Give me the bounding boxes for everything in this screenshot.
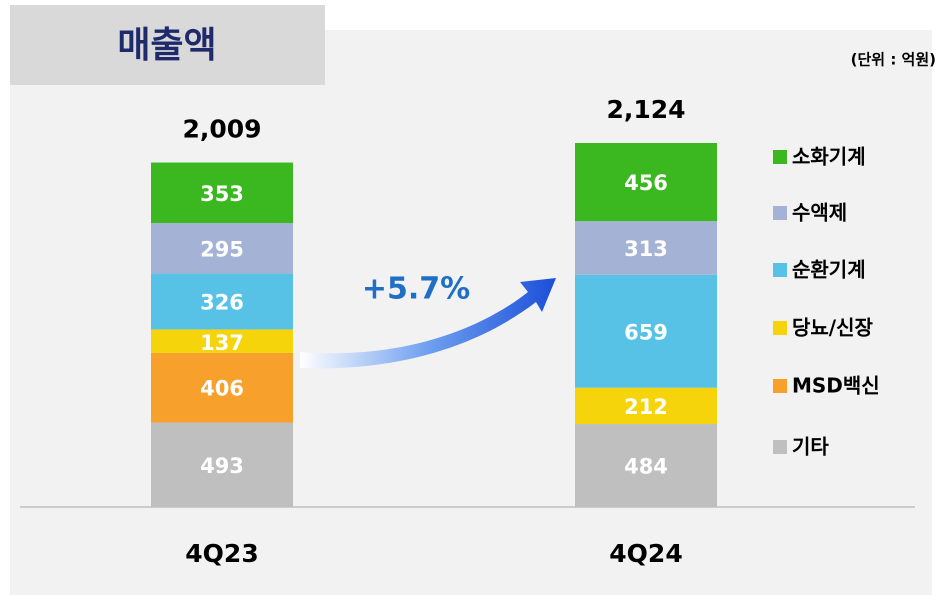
legend-swatch xyxy=(773,321,787,335)
bar-segment xyxy=(151,329,293,353)
bar-segment xyxy=(151,422,293,507)
bar-segment xyxy=(575,424,717,507)
segment-label: 406 xyxy=(200,377,244,401)
plot-background xyxy=(10,30,932,595)
legend-swatch xyxy=(773,263,787,277)
segment-label: 326 xyxy=(200,291,244,315)
bar-segment xyxy=(575,143,717,222)
x-tick-label: 4Q24 xyxy=(609,539,682,568)
bar-segment xyxy=(575,221,717,275)
legend-label: 순환기계 xyxy=(792,258,866,282)
legend-label: 당뇨/신장 xyxy=(792,316,874,340)
total-label: 2,009 xyxy=(182,115,261,144)
legend-swatch xyxy=(773,206,787,220)
bar-segment xyxy=(151,352,293,423)
bar-segment xyxy=(575,387,717,425)
segment-label: 137 xyxy=(200,331,244,355)
legend-swatch xyxy=(773,440,787,454)
bar-segment xyxy=(151,273,293,330)
legend-label: 기타 xyxy=(792,435,829,459)
segment-label: 484 xyxy=(624,455,668,479)
legend-label: MSD백신 xyxy=(792,374,880,398)
bar-segment xyxy=(151,162,293,224)
unit-label: (단위 : 억원) xyxy=(851,51,936,69)
legend-swatch xyxy=(773,379,787,393)
title-box xyxy=(10,5,325,85)
bar-segment xyxy=(575,274,717,388)
segment-label: 659 xyxy=(624,320,668,344)
x-tick-label: 4Q23 xyxy=(185,539,258,568)
chart-title: 매출액 xyxy=(117,25,216,66)
legend-label: 소화기계 xyxy=(792,145,866,169)
legend-label: 수액제 xyxy=(792,201,847,225)
segment-label: 295 xyxy=(200,237,244,261)
growth-arrow xyxy=(300,278,556,369)
total-label: 2,124 xyxy=(606,95,685,124)
legend-swatch xyxy=(773,150,787,164)
segment-label: 212 xyxy=(624,395,668,419)
bar-segment xyxy=(151,223,293,274)
segment-label: 353 xyxy=(200,182,244,206)
annotation: +5.7% xyxy=(362,272,470,307)
segment-label: 456 xyxy=(624,171,668,195)
segment-label: 313 xyxy=(624,237,668,261)
segment-label: 493 xyxy=(200,454,244,478)
